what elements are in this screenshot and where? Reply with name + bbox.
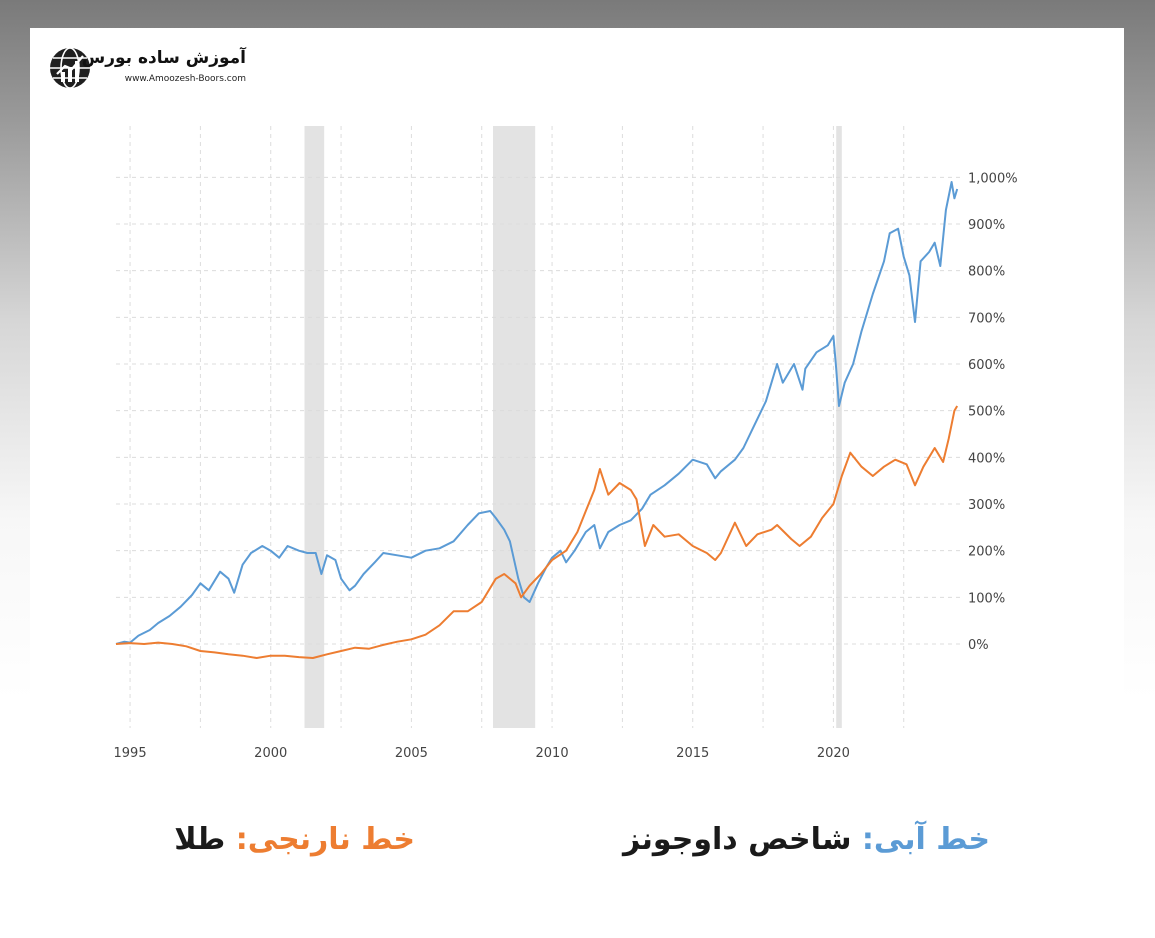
brand-url: www.Amoozesh-Boors.com [124,74,246,84]
chart-card [30,28,1124,730]
y-tick-label: 100% [968,591,1005,606]
dow-jones-line [115,181,959,645]
y-tick-label: 600% [968,358,1005,373]
x-tick-label: 2015 [676,746,709,761]
y-tick-label: 500% [968,405,1005,420]
y-tick-label: 300% [968,498,1005,513]
legend-blue-label: شاخص داوجونز [623,822,852,857]
x-tick-label: 2010 [536,746,569,761]
y-tick-label: 400% [968,451,1005,466]
brand-logo: آموزش ساده بورس www.Amoozesh-Boors.com [48,44,248,92]
x-tick-label: 2020 [817,746,850,761]
y-tick-label: 0% [968,638,989,653]
y-tick-label: 900% [968,218,1005,233]
legend-orange-prefix: خط نارنجی: [235,822,415,857]
recession-band [836,126,842,728]
x-tick-label: 2000 [254,746,287,761]
y-tick-label: 800% [968,265,1005,280]
legend-orange-label: طلا [174,822,226,857]
globe-chart-icon [50,47,90,89]
gold-line [115,405,959,659]
recession-band [304,126,325,728]
y-tick-label: 200% [968,545,1005,560]
recession-band [492,126,536,728]
y-tick-label: 1,000% [968,171,1018,186]
x-tick-label: 2005 [395,746,428,761]
y-tick-label: 700% [968,311,1005,326]
x-tick-label: 1995 [114,746,147,761]
legend-blue-prefix: خط آبی: [861,822,990,857]
legend-orange: خط نارنجی: طلا [150,822,415,872]
legend-blue: خط آبی: شاخص داوجونز [600,822,990,872]
brand-title: آموزش ساده بورس [81,48,246,68]
